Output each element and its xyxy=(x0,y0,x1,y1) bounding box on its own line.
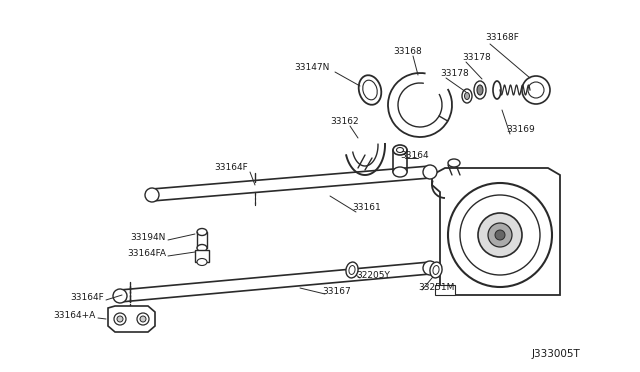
Text: 33194N: 33194N xyxy=(131,234,166,243)
Ellipse shape xyxy=(493,81,501,99)
Ellipse shape xyxy=(477,85,483,95)
Circle shape xyxy=(495,230,505,240)
Text: 33162: 33162 xyxy=(330,118,358,126)
Text: 33164+A: 33164+A xyxy=(54,311,96,321)
Text: 33147N: 33147N xyxy=(294,64,330,73)
Ellipse shape xyxy=(393,167,407,177)
Ellipse shape xyxy=(423,165,437,179)
Text: 33161: 33161 xyxy=(352,203,381,212)
Ellipse shape xyxy=(448,159,460,167)
Circle shape xyxy=(478,213,522,257)
Text: 33164: 33164 xyxy=(400,151,429,160)
Ellipse shape xyxy=(465,93,470,99)
Ellipse shape xyxy=(145,188,159,202)
Ellipse shape xyxy=(474,81,486,99)
Bar xyxy=(435,285,455,295)
Ellipse shape xyxy=(346,262,358,278)
Ellipse shape xyxy=(197,228,207,235)
Ellipse shape xyxy=(462,89,472,103)
Ellipse shape xyxy=(393,145,407,155)
Text: 33164F: 33164F xyxy=(214,164,248,173)
Polygon shape xyxy=(432,168,560,295)
Circle shape xyxy=(460,195,540,275)
Circle shape xyxy=(448,183,552,287)
Text: 33168F: 33168F xyxy=(485,33,519,42)
Text: 33169: 33169 xyxy=(506,125,535,135)
Ellipse shape xyxy=(113,289,127,303)
Ellipse shape xyxy=(423,261,437,275)
Polygon shape xyxy=(120,262,431,302)
Text: 33168: 33168 xyxy=(393,48,422,57)
Circle shape xyxy=(117,316,123,322)
Text: J333005T: J333005T xyxy=(531,349,580,359)
Circle shape xyxy=(488,223,512,247)
Polygon shape xyxy=(108,306,155,332)
Text: 33251M: 33251M xyxy=(418,283,454,292)
Circle shape xyxy=(140,316,146,322)
Text: 33164FA: 33164FA xyxy=(127,250,166,259)
Polygon shape xyxy=(152,166,431,201)
Text: 32205Y: 32205Y xyxy=(356,272,390,280)
Ellipse shape xyxy=(197,259,207,266)
Text: 33167: 33167 xyxy=(322,288,351,296)
Bar xyxy=(195,250,209,262)
Text: 33178: 33178 xyxy=(462,54,491,62)
Ellipse shape xyxy=(430,262,442,278)
Text: 33178: 33178 xyxy=(440,70,468,78)
Text: 33164F: 33164F xyxy=(70,294,104,302)
Ellipse shape xyxy=(197,244,207,251)
